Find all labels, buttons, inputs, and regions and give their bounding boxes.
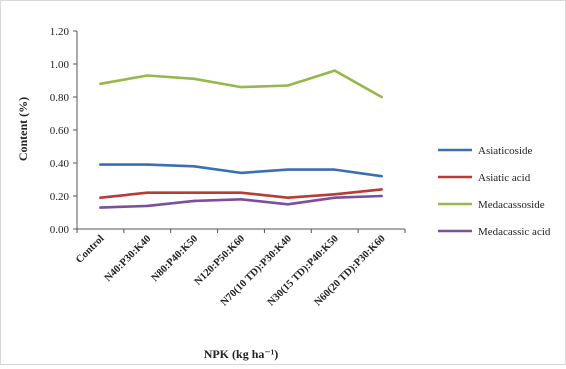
data-point-asiatic-acid — [333, 193, 336, 196]
data-point-medacassoside — [146, 74, 149, 77]
data-point-medacassic-acid — [146, 204, 149, 208]
data-point-medacassoside — [99, 82, 102, 86]
y-tick-label: 0.60 — [50, 125, 70, 137]
y-tick-label: 1.20 — [50, 26, 70, 38]
data-point-medacassoside — [239, 85, 243, 89]
data-point-asiatic-acid — [239, 191, 243, 194]
y-tick-label: 0.00 — [50, 224, 70, 236]
x-axis-title: NPK (kg ha⁻¹) — [204, 347, 279, 361]
series-line-medacassic-acid — [99, 194, 383, 209]
y-tick-label: 0.80 — [50, 92, 70, 104]
data-point-asiatic-acid — [99, 196, 102, 199]
data-point-asiatic-acid — [192, 191, 196, 194]
legend-label-asiatic-acid: Asiatic acid — [478, 172, 531, 184]
data-point-medacassoside — [286, 84, 290, 87]
data-point-asiaticoside — [192, 165, 196, 168]
series-line-medacassoside — [99, 69, 383, 99]
y-axis-title: Content (%) — [16, 97, 30, 161]
data-point-asiaticoside — [333, 168, 336, 171]
x-tick-label: Control — [74, 233, 106, 265]
data-point-medacassoside — [333, 69, 336, 72]
data-point-medacassoside — [380, 95, 383, 99]
y-tick-label: 0.40 — [50, 158, 70, 170]
y-axis-ticks: 0.00 0.20 0.40 0.60 0.80 1.00 1.20 — [50, 26, 77, 236]
series-line-asiaticoside — [99, 163, 383, 178]
data-point-asiatic-acid — [146, 191, 149, 194]
data-point-asiatic-acid — [380, 188, 383, 191]
data-point-medacassic-acid — [239, 198, 243, 201]
x-tick-label: N80:P40:K50 — [150, 233, 201, 284]
legend-label-medacassic-acid: Medacassic acid — [478, 226, 551, 238]
data-point-asiaticoside — [99, 163, 102, 166]
y-tick-label: 1.00 — [50, 59, 70, 71]
data-point-medacassic-acid — [99, 206, 102, 209]
legend: Asiaticoside Asiatic acid Medacassoside Med… — [438, 145, 551, 238]
y-tick-label: 0.20 — [50, 191, 70, 203]
data-point-medacassic-acid — [286, 203, 290, 206]
x-axis-ticks: ControlN40:P30:K40N80:P40:K50N120:P50:K6… — [74, 229, 406, 308]
x-tick-label: N40:P30:K40 — [103, 233, 154, 284]
data-point-asiaticoside — [286, 168, 290, 171]
data-point-medacassic-acid — [380, 194, 383, 198]
data-point-asiaticoside — [239, 171, 243, 175]
data-point-asiaticoside — [146, 163, 149, 166]
data-point-medacassoside — [192, 77, 196, 81]
data-point-asiaticoside — [380, 175, 383, 178]
series-layer — [99, 69, 383, 209]
data-point-medacassic-acid — [333, 196, 336, 199]
data-point-asiatic-acid — [286, 196, 290, 199]
legend-label-medacassoside: Medacassoside — [478, 199, 545, 211]
data-point-medacassic-acid — [192, 199, 196, 203]
legend-label-asiaticoside: Asiaticoside — [478, 145, 532, 157]
